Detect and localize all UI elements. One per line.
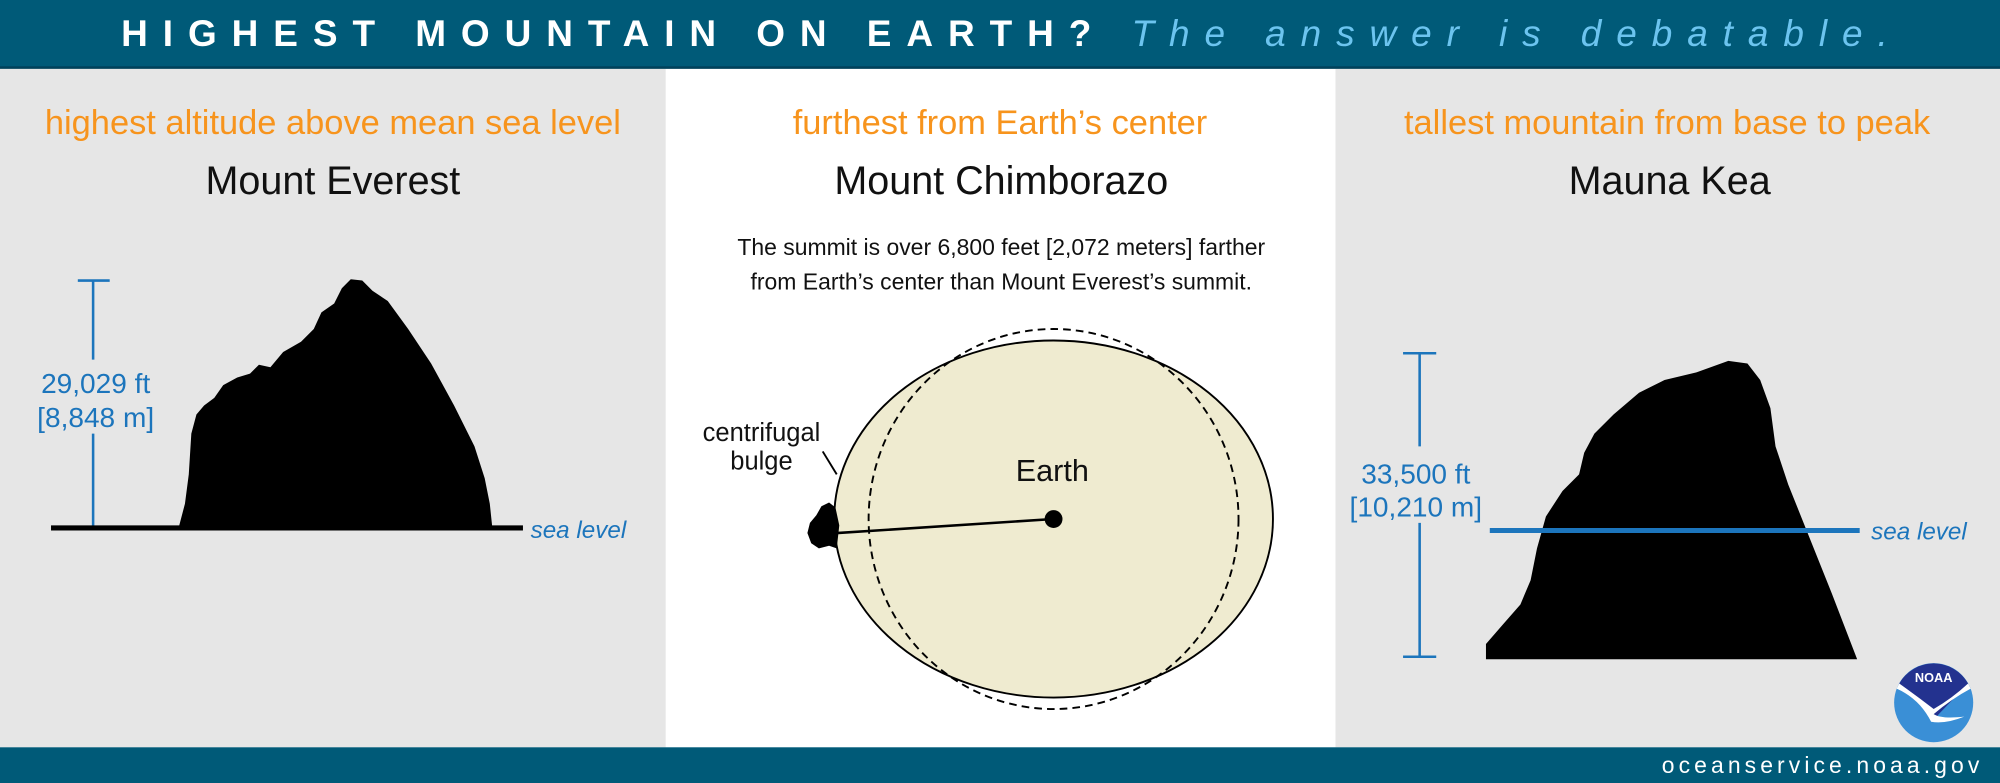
everest-criterion: highest altitude above mean sea level	[45, 104, 621, 142]
noaa-logo-text: NOAA	[1915, 670, 1953, 685]
chimborazo-name: Mount Chimborazo	[834, 159, 1168, 203]
everest-height-m: [8,848 m]	[37, 402, 154, 433]
footer-url[interactable]: oceanservice.noaa.gov	[1662, 752, 1984, 778]
footer-bar	[0, 747, 2000, 783]
everest-sea-level-label: sea level	[531, 517, 627, 544]
everest-silhouette	[178, 279, 493, 528]
maunakea-criterion: tallest mountain from base to peak	[1404, 104, 1931, 142]
bulge-leader-line	[821, 450, 838, 475]
bulge-label-line2: bulge	[730, 447, 792, 475]
maunakea-name: Mauna Kea	[1569, 159, 1771, 203]
noaa-logo[interactable]: NOAA	[1894, 663, 1974, 743]
everest-scale-bar	[77, 279, 110, 527]
maunakea-sea-level-label: sea level	[1871, 518, 1967, 545]
bulge-label-line1: centrifugal	[703, 419, 821, 447]
everest-height-ft: 29,029 ft	[41, 368, 150, 399]
maunakea-scale-bar	[1403, 351, 1437, 659]
earth-label: Earth	[1016, 454, 1089, 488]
maunakea-silhouette	[1485, 360, 1858, 660]
maunakea-height-ft: 33,500 ft	[1361, 458, 1470, 489]
chimborazo-criterion: furthest from Earth’s center	[793, 104, 1208, 142]
header-divider	[0, 66, 2000, 69]
maunakea-height-m: [10,210 m]	[1350, 491, 1483, 522]
chimborazo-description-line2: from Earth’s center than Mount Everest’s…	[751, 268, 1252, 294]
everest-name: Mount Everest	[206, 159, 461, 203]
sphere-reference-circle	[867, 328, 1240, 710]
header-bar	[0, 0, 2000, 68]
earth-radius-line	[836, 517, 1054, 535]
chimborazo-description-line1: The summit is over 6,800 feet [2,072 met…	[737, 234, 1265, 260]
chimborazo-silhouette	[807, 502, 840, 549]
header-title: HIGHEST MOUNTAIN ON EARTH?	[121, 13, 1091, 54]
earth-center-dot	[1044, 510, 1063, 528]
